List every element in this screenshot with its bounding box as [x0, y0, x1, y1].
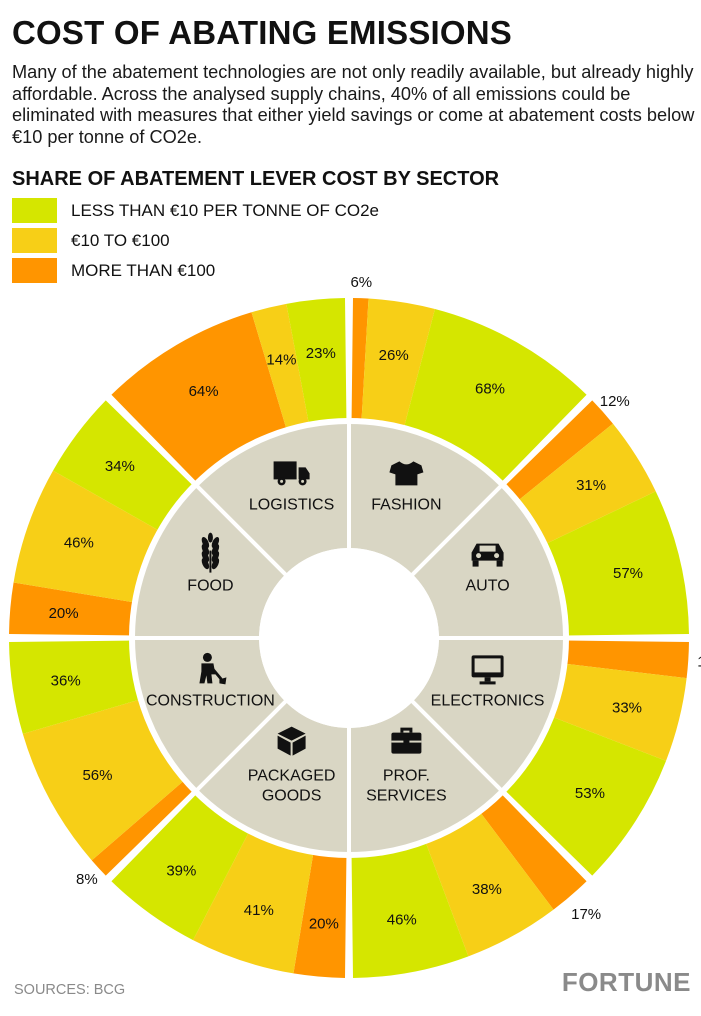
sector-wedge-prof-services — [349, 701, 503, 855]
sector-wedge-logistics — [195, 421, 349, 575]
value-label: 34% — [105, 458, 135, 475]
segment-mid — [425, 811, 554, 957]
value-label: 39% — [166, 862, 196, 879]
outer-ring — [9, 298, 689, 978]
value-label: 56% — [82, 767, 112, 784]
value-label: 23% — [306, 345, 336, 362]
value-label: 68% — [475, 381, 505, 398]
legend-item-low: LESS THAN €10 PER TONNE OF CO2e — [12, 198, 379, 223]
sector-label: PROF. — [383, 768, 430, 785]
sector-label: GOODS — [262, 788, 322, 805]
car-icon — [471, 543, 504, 567]
value-label: 14% — [266, 352, 296, 369]
sector-labels: FASHION AUTO ELECTRONICS PROF. SERVICES PACKA… — [146, 496, 545, 804]
monitor-icon — [471, 655, 504, 685]
segment-high — [504, 400, 613, 502]
segment-low — [286, 298, 347, 425]
value-labels: 6% 26% 68% 12% 31% 57% 14% 33% 53% 17% 38% 46% 20% 41… — [49, 274, 701, 932]
value-label: 14% — [697, 654, 701, 671]
sector-label: CONSTRUCTION — [146, 692, 275, 709]
segment-mid — [193, 830, 314, 974]
segment-mid — [13, 470, 161, 603]
legend-label-high: MORE THAN €100 — [71, 260, 216, 280]
legend-swatch-high — [12, 258, 57, 283]
value-label: 20% — [309, 915, 339, 932]
sector-wedge-auto — [412, 484, 566, 638]
segment-high — [111, 312, 287, 483]
legend-item-mid: €10 TO €100 — [12, 228, 379, 253]
sector-label: AUTO — [466, 578, 510, 595]
segment-low — [53, 400, 194, 532]
value-label: 17% — [571, 906, 601, 923]
segment-high — [351, 298, 369, 422]
segment-mid — [22, 699, 185, 861]
segment-mid — [551, 663, 687, 761]
sector-label: ELECTRONICS — [431, 692, 545, 709]
segment-low — [9, 640, 141, 734]
value-label: 57% — [613, 565, 643, 582]
value-label: 8% — [76, 871, 98, 888]
value-label: 46% — [64, 535, 94, 552]
segment-high — [293, 852, 347, 978]
value-label: 12% — [600, 393, 630, 410]
sector-label: PACKAGED — [248, 768, 336, 785]
segment-low — [544, 491, 689, 636]
value-label: 46% — [387, 912, 417, 929]
sector-label: SERVICES — [366, 788, 447, 805]
subtitle: Many of the abatement technologies are n… — [12, 62, 695, 147]
sector-wedge-electronics — [412, 638, 566, 792]
segment-high — [9, 582, 135, 636]
worker-icon — [199, 652, 227, 685]
legend-swatch-low — [12, 198, 57, 223]
segment-high — [479, 793, 587, 910]
chart-title: SHARE OF ABATEMENT LEVER COST BY SECTOR — [12, 168, 500, 190]
legend-item-high: MORE THAN €100 — [12, 258, 379, 283]
legend-swatch-mid — [12, 228, 57, 253]
page-title: COST OF ABATING EMISSIONS — [12, 14, 513, 51]
sector-label: FOOD — [187, 578, 233, 595]
legend: LESS THAN €10 PER TONNE OF CO2e €10 TO €… — [12, 198, 379, 288]
segment-mid — [361, 298, 435, 429]
sector-wedge-construction — [132, 638, 286, 792]
sector-label: LOGISTICS — [249, 496, 334, 513]
tshirt-icon — [389, 461, 424, 486]
legend-label-low: LESS THAN €10 PER TONNE OF CO2e — [71, 200, 380, 220]
value-label: 6% — [350, 274, 372, 291]
value-label: 64% — [189, 383, 219, 400]
value-label: 31% — [576, 477, 606, 494]
legend-label-mid: €10 TO €100 — [71, 230, 170, 250]
value-label: 36% — [51, 673, 81, 690]
value-label: 26% — [379, 347, 409, 364]
value-label: 41% — [244, 902, 274, 919]
wheat-icon — [201, 532, 220, 573]
segment-low — [351, 841, 469, 978]
segment-mid — [517, 423, 656, 545]
box-icon — [277, 726, 306, 756]
segment-high — [564, 640, 689, 679]
value-label: 33% — [612, 699, 642, 716]
value-label: 53% — [575, 785, 605, 802]
ring-gap — [129, 418, 569, 858]
value-label: 20% — [49, 605, 79, 622]
segment-high — [91, 779, 194, 876]
segment-low — [111, 793, 250, 941]
sector-wedge-fashion — [349, 421, 503, 575]
value-label: 38% — [472, 881, 502, 898]
donut-hole — [259, 548, 439, 728]
brand-logo: FORTUNE — [561, 967, 691, 997]
truck-icon — [273, 461, 310, 486]
source-note: SOURCES: BCG — [14, 982, 126, 998]
segment-low — [504, 716, 667, 876]
sector-label: FASHION — [371, 496, 441, 513]
briefcase-icon — [391, 727, 422, 754]
segment-mid — [251, 303, 310, 431]
segment-low — [403, 309, 587, 483]
sector-wedge-packaged-goods — [195, 701, 349, 855]
